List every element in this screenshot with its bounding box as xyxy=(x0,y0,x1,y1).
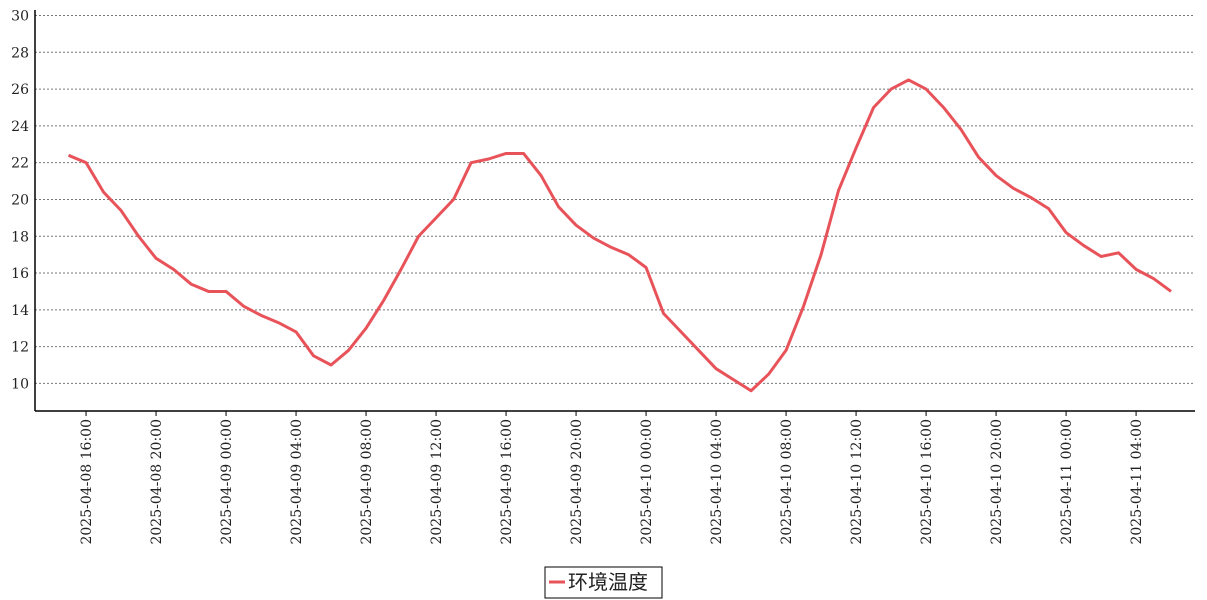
y-tick-label: 14 xyxy=(11,303,29,319)
x-tick-label: 2025-04-08 20:00 xyxy=(149,419,165,545)
data-line xyxy=(67,78,1172,393)
y-tick-label: 10 xyxy=(11,376,29,392)
y-tick-label: 26 xyxy=(11,82,29,98)
x-tick-label: 2025-04-09 12:00 xyxy=(429,419,445,545)
x-tick-label: 2025-04-09 08:00 xyxy=(359,419,375,545)
y-tick-label: 22 xyxy=(11,156,29,172)
y-tick-label: 12 xyxy=(11,340,29,356)
x-tick-label: 2025-04-10 04:00 xyxy=(709,419,725,545)
x-tick-label: 2025-04-10 16:00 xyxy=(919,419,935,545)
y-tick-label: 16 xyxy=(11,266,29,282)
x-tick-label: 2025-04-09 20:00 xyxy=(569,419,585,545)
x-tick-label: 2025-04-09 16:00 xyxy=(499,419,515,545)
x-tick-label: 2025-04-10 00:00 xyxy=(639,419,655,545)
x-tick-label: 2025-04-10 12:00 xyxy=(849,419,865,545)
x-tick-label: 2025-04-11 00:00 xyxy=(1059,419,1075,545)
x-tick-label: 2025-04-10 20:00 xyxy=(989,419,1005,545)
y-tick-label: 20 xyxy=(11,192,29,208)
y-tick-label: 18 xyxy=(11,229,29,245)
legend: 环境温度 xyxy=(544,566,663,599)
y-tick-label: 24 xyxy=(11,119,29,135)
x-tick-label: 2025-04-09 04:00 xyxy=(289,419,305,545)
legend-label: 环境温度 xyxy=(568,570,648,594)
x-tick-label: 2025-04-11 04:00 xyxy=(1129,419,1145,545)
x-tick-label: 2025-04-08 16:00 xyxy=(79,419,95,545)
x-tick-label: 2025-04-10 08:00 xyxy=(779,419,795,545)
y-tick-label: 28 xyxy=(11,45,29,61)
x-tick-label: 2025-04-09 00:00 xyxy=(219,419,235,545)
y-tick-label: 30 xyxy=(11,9,29,25)
